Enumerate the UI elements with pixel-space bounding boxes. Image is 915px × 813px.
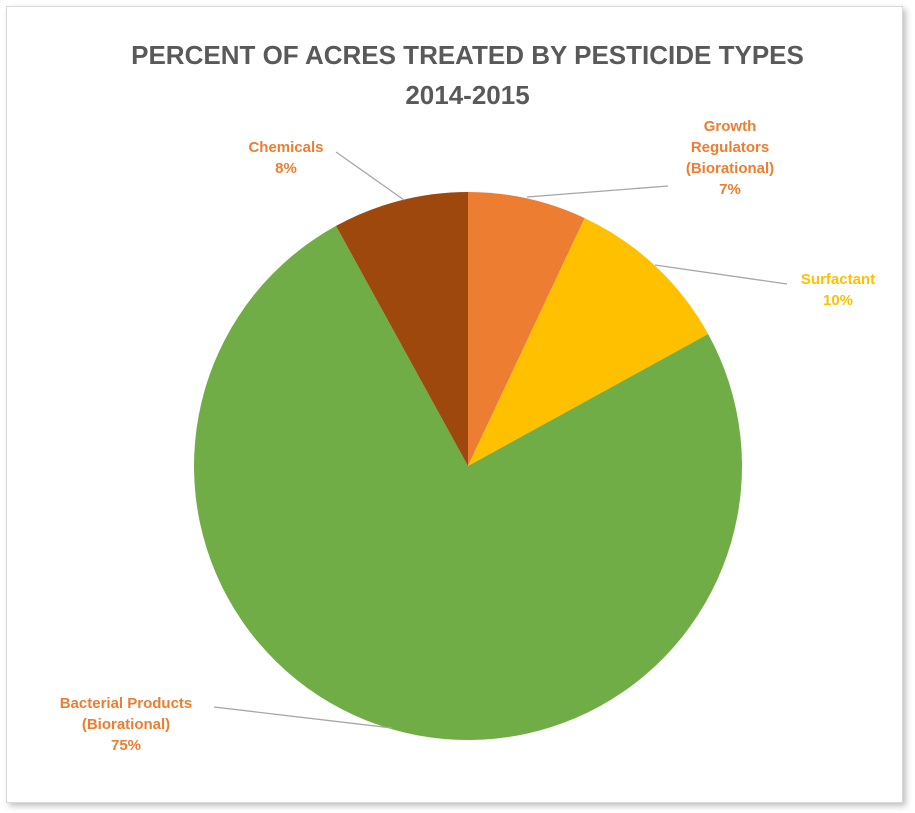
data-label-text: Regulators bbox=[691, 139, 769, 156]
leader-line-0 bbox=[526, 185, 669, 198]
data-label-percent: 75% bbox=[111, 737, 141, 754]
pie-slice-3 bbox=[335, 192, 468, 466]
data-label-text: (Biorational) bbox=[82, 716, 170, 733]
data-label-text: Bacterial Products bbox=[60, 695, 193, 712]
data-label-3: Chemicals 8% bbox=[248, 139, 323, 177]
leader-line-2 bbox=[213, 706, 393, 729]
pie-slice-0 bbox=[468, 192, 585, 466]
chart-title: PERCENT OF ACRES TREATED BY PESTICIDE TY… bbox=[131, 40, 804, 70]
chart-subtitle: 2014-2015 bbox=[405, 80, 530, 110]
data-label-2: Bacterial Products (Biorational) 75% bbox=[60, 695, 193, 754]
data-label-percent: 8% bbox=[275, 160, 297, 177]
data-label-percent: 10% bbox=[823, 292, 853, 309]
leader-line-3 bbox=[335, 151, 405, 201]
data-label-1: Surfactant 10% bbox=[801, 271, 875, 309]
data-label-text: Growth bbox=[704, 118, 757, 135]
data-label-text: Chemicals bbox=[248, 139, 323, 156]
data-label-text: (Biorational) bbox=[686, 160, 774, 177]
data-label-percent: 7% bbox=[719, 181, 741, 198]
leader-line-1 bbox=[654, 264, 788, 285]
pie-slice-1 bbox=[468, 218, 709, 466]
pie-slice-2 bbox=[193, 225, 742, 740]
data-label-0: Growth Regulators (Biorational) 7% bbox=[686, 118, 774, 198]
data-label-text: Surfactant bbox=[801, 271, 875, 288]
